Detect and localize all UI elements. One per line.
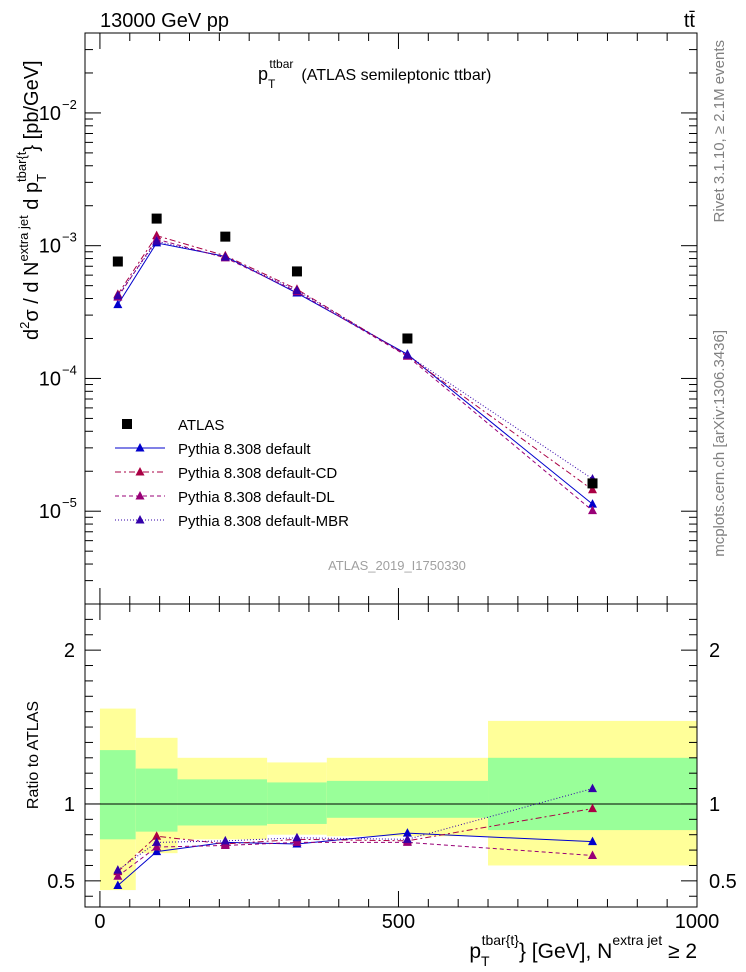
ratio-band-inner	[267, 782, 327, 824]
ratio-series-layer	[113, 783, 598, 889]
ratio-y-tick-label: 1	[64, 794, 75, 816]
atlas-data-point	[151, 213, 162, 224]
atlas-data-point	[220, 231, 231, 242]
main-series-layer	[113, 230, 598, 515]
ratio-series-marker	[152, 831, 162, 840]
legend-marker	[135, 515, 145, 524]
ratio-series-marker	[152, 846, 162, 856]
ratio-series-marker	[588, 850, 598, 859]
main-series-marker	[220, 252, 230, 261]
ratio-series-marker	[113, 865, 123, 874]
main-series-line	[117, 235, 593, 491]
ratio-y-tick-label: 0.5	[47, 871, 75, 893]
ratio-y-label: Ratio to ATLAS	[25, 701, 42, 809]
ratio-bands	[99, 708, 697, 891]
ratio-y-ticks: 0.5 0.5 1 1 2 2	[47, 618, 737, 897]
main-y-tick-label: 10	[39, 236, 61, 258]
analysis-watermark: ATLAS_2019_I1750330	[328, 558, 466, 573]
main-series-line	[117, 240, 593, 480]
main-y-tick-label: 10	[39, 103, 61, 125]
ratio-series-marker	[588, 783, 598, 793]
ratio-band-inner	[326, 780, 489, 818]
ratio-series-marker	[152, 842, 162, 851]
energy-label: 13000 GeV pp	[100, 10, 229, 32]
atlas-data-point	[112, 256, 123, 267]
legend-label: Pythia 8.308 default-CD	[178, 465, 337, 482]
ratio-x-tick-label: 0	[94, 911, 105, 933]
main-y-ticks: 10−510−410−310−2	[39, 32, 697, 605]
ratio-plot-frame	[84, 603, 698, 908]
ratio-series-marker	[113, 871, 123, 880]
main-panel: 10−510−410−310−2 pTttbar(ATLAS semilepto…	[14, 32, 698, 605]
legend-label: Pythia 8.308 default-MBR	[178, 513, 349, 530]
ratio-series-marker	[588, 836, 598, 846]
rivet-label: Rivet 3.1.10, ≥ 2.1M events	[711, 40, 728, 223]
main-series-marker	[402, 350, 412, 359]
atlas-data-point	[291, 266, 302, 277]
ratio-x-tick-label: 1000	[675, 911, 720, 933]
legend-marker-atlas	[122, 419, 132, 429]
legend-label-atlas: ATLAS	[178, 417, 224, 434]
main-y-tick-exponent: −3	[62, 230, 77, 245]
legend-label: Pythia 8.308 default-DL	[178, 489, 335, 506]
atlas-data-point	[587, 478, 598, 489]
main-series-marker	[588, 499, 598, 508]
ratio-series-line	[117, 841, 593, 877]
ratio-band-inner	[99, 750, 136, 840]
main-title: pTttbar (ATLAS semileptonic ttbar)	[258, 57, 491, 91]
main-plot-frame	[84, 32, 698, 605]
main-series-line	[117, 238, 593, 512]
main-y-tick-exponent: −5	[62, 495, 77, 510]
ratio-series-marker	[292, 837, 302, 846]
ratio-x-tick-label: 500	[382, 911, 415, 933]
ratio-series-line	[117, 788, 593, 871]
ratio-series-marker	[113, 880, 123, 889]
ratio-panel: 0.5 0.5 1 1 2 2 0 500 1000 Ratio to ATLAS pTtba…	[25, 603, 737, 969]
ratio-y-tick-label-right: 1	[709, 794, 720, 816]
ratio-series-marker	[402, 828, 412, 837]
main-series-marker	[113, 290, 123, 300]
ratio-band-inner	[177, 779, 268, 826]
ratio-series-marker	[292, 832, 302, 842]
legend-marker	[135, 443, 145, 452]
main-series-marker	[588, 484, 598, 494]
legend-marker	[135, 467, 145, 476]
main-series-marker	[152, 236, 162, 245]
title-main: p	[258, 64, 268, 84]
ratio-series-marker	[220, 835, 230, 845]
ratio-x-ticks: 0 500 1000	[94, 604, 719, 933]
main-y-tick-label: 10	[39, 501, 61, 523]
ratio-series-marker	[152, 837, 162, 846]
process-label: tt̄	[684, 10, 696, 32]
ratio-series-marker	[220, 840, 230, 849]
main-y-tick-exponent: −4	[62, 362, 77, 377]
main-x-ticks	[99, 33, 698, 604]
legend: ATLAS Pythia 8.308 default Pythia 8.308 de…	[115, 417, 349, 530]
ratio-band-inner	[488, 757, 697, 831]
atlas-data-point	[402, 333, 413, 344]
legend-label: Pythia 8.308 default	[178, 441, 311, 458]
ratio-series-marker	[402, 834, 412, 843]
title-sup: ttbar	[269, 57, 293, 71]
legend-marker	[135, 491, 145, 500]
ratio-y-tick-label-right: 2	[709, 640, 720, 662]
main-y-tick-label: 10	[39, 368, 61, 390]
main-y-tick-exponent: −2	[62, 97, 77, 112]
ratio-series-marker	[588, 803, 598, 813]
main-series-line	[117, 242, 593, 505]
ratio-band-inner	[135, 768, 178, 832]
ratio-series-line	[117, 808, 593, 872]
ratio-y-tick-label: 2	[64, 640, 75, 662]
title-rest: (ATLAS semileptonic ttbar)	[301, 67, 491, 84]
x-axis-label: pTtbar{t}} [GeV], Nextra jet ≥ 2	[469, 932, 697, 969]
main-series-marker	[588, 505, 598, 515]
main-series-marker	[113, 299, 123, 309]
title-sub: T	[268, 77, 276, 91]
main-series-marker	[292, 285, 302, 294]
ratio-y-tick-label-right: 0.5	[709, 871, 737, 893]
mcplots-label: mcplots.cern.ch [arXiv:1306.3436]	[711, 330, 728, 557]
ratio-series-line	[117, 832, 593, 886]
atlas-data-points	[112, 213, 598, 489]
